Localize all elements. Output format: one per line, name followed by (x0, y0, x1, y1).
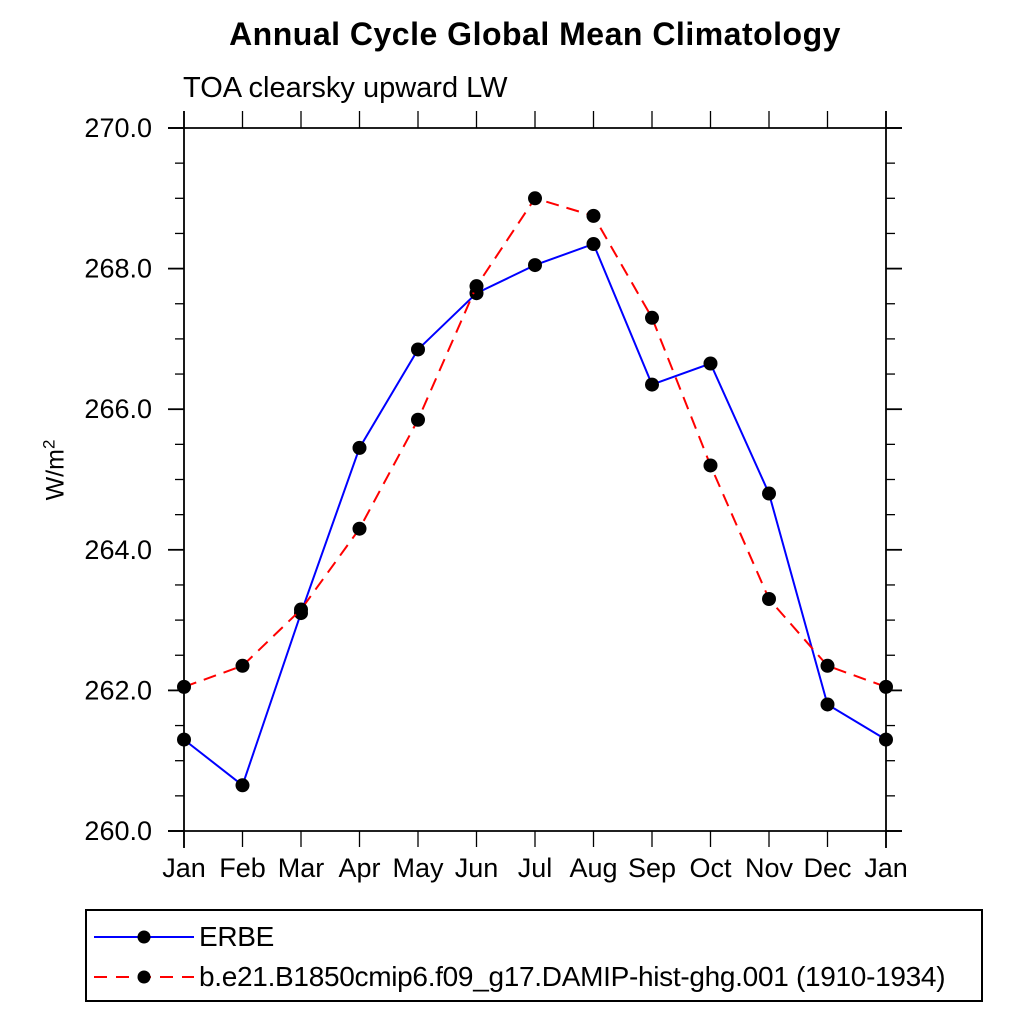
data-point-0-Feb (235, 778, 250, 793)
y-tick-label: 268.0 (84, 254, 152, 284)
data-point-0-May (411, 342, 425, 357)
data-point-0-Jan (177, 732, 191, 747)
y-tick-label: 270.0 (84, 113, 152, 143)
data-point-0-Apr (352, 440, 367, 455)
data-point-0-Jul (528, 258, 542, 273)
legend-sample-marker-icon (137, 970, 151, 984)
data-point-0-Aug (586, 236, 601, 251)
x-tick-label: Jan (864, 853, 908, 883)
legend-label: b.e21.B1850cmip6.f09_g17.DAMIP-hist-ghg.… (199, 961, 946, 992)
data-point-1-Jul (528, 191, 542, 206)
data-point-1-Jun (469, 279, 484, 294)
data-point-1-Sep (645, 310, 659, 325)
legend-entry-model: b.e21.B1850cmip6.f09_g17.DAMIP-hist-ghg.… (93, 961, 946, 992)
x-tick-label: Jan (162, 853, 206, 883)
x-tick-label: Mar (278, 853, 325, 883)
x-tick-label: Nov (745, 853, 794, 883)
data-point-0-Sep (645, 377, 659, 392)
data-point-1-Aug (586, 208, 601, 223)
y-tick-label: 262.0 (84, 675, 152, 705)
data-point-0-Oct (703, 356, 718, 371)
legend-line-sample-dashed (94, 970, 194, 984)
x-tick-label: Sep (628, 853, 676, 883)
data-point-1-Dec (820, 658, 835, 673)
x-tick-label: Feb (219, 853, 266, 883)
data-point-1-Nov (762, 592, 776, 607)
data-point-1-Feb (235, 658, 250, 673)
x-tick-label: Apr (338, 853, 380, 883)
y-tick-label: 260.0 (84, 816, 152, 846)
data-point-0-Nov (762, 486, 776, 501)
legend-entry-erbe: ERBE (93, 921, 275, 952)
data-point-1-Apr (352, 521, 367, 536)
y-tick-label: 266.0 (84, 394, 152, 424)
x-tick-label: May (392, 853, 444, 883)
legend-label: ERBE (199, 921, 275, 952)
data-point-1-Jan (879, 679, 893, 694)
data-point-1-May (411, 412, 425, 427)
data-point-0-Jan (879, 732, 893, 747)
legend: ERBE b.e21.B1850cmip6.f09_g17.DAMIP-hist… (85, 909, 983, 1002)
x-tick-label: Jun (455, 853, 499, 883)
data-point-1-Jan (177, 679, 191, 694)
x-tick-label: Oct (689, 853, 732, 883)
x-tick-label: Aug (569, 853, 617, 883)
legend-line-sample-solid (94, 930, 194, 944)
chart-title: Annual Cycle Global Mean Climatology (229, 16, 841, 52)
data-point-0-Dec (820, 697, 835, 712)
chart-subtitle: TOA clearsky upward LW (183, 72, 508, 104)
data-point-1-Oct (703, 458, 718, 473)
data-point-1-Mar (294, 602, 308, 617)
y-tick-label: 264.0 (84, 535, 152, 565)
x-tick-label: Dec (803, 853, 851, 883)
series-line-0 (183, 242, 887, 787)
x-tick-label: Jul (518, 853, 553, 883)
legend-sample-marker-icon (137, 930, 151, 944)
